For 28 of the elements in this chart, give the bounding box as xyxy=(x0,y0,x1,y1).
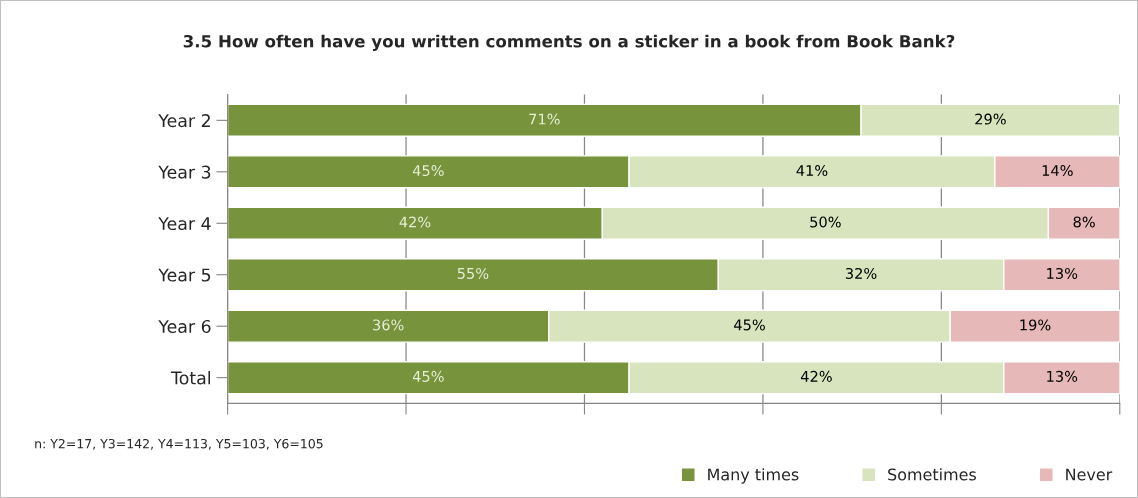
data-label: 42% xyxy=(800,370,832,382)
data-label: 19% xyxy=(1020,319,1051,331)
y-tick-label: Year 6 xyxy=(158,319,211,334)
data-label: 45% xyxy=(412,165,444,177)
y-tick-label: Year 4 xyxy=(158,217,211,231)
data-label: 13% xyxy=(1047,267,1078,279)
data-label: 36% xyxy=(373,319,404,331)
data-label: 32% xyxy=(845,267,877,279)
chart-title: 3.5 How often have you written comments on a sticker in a book from Book Bank? xyxy=(183,34,955,51)
data-label: 14% xyxy=(1042,165,1073,177)
legend-label: Never xyxy=(1066,468,1113,481)
y-tick-label: Year 2 xyxy=(158,114,210,128)
y-tick-label: Year 5 xyxy=(158,268,211,282)
text: n: Y2=17, Y3=142, Y4=113, Y5=103, Y6=105 xyxy=(35,438,323,450)
data-label: 50% xyxy=(810,216,841,228)
data-label: 8% xyxy=(1073,216,1095,228)
data-label: 45% xyxy=(412,370,444,382)
data-label: 13% xyxy=(1047,370,1078,382)
legend-label: Many times xyxy=(708,468,799,484)
data-label: 55% xyxy=(457,267,489,279)
y-tick-label: Total xyxy=(171,371,210,385)
y-tick-label: Year 3 xyxy=(158,165,211,179)
data-label: 71% xyxy=(529,113,560,125)
data-label: 29% xyxy=(975,113,1006,125)
data-label: 42% xyxy=(399,216,431,228)
data-label: 41% xyxy=(796,165,828,177)
legend-label: Sometimes xyxy=(888,468,976,481)
data-label: 45% xyxy=(734,319,765,331)
